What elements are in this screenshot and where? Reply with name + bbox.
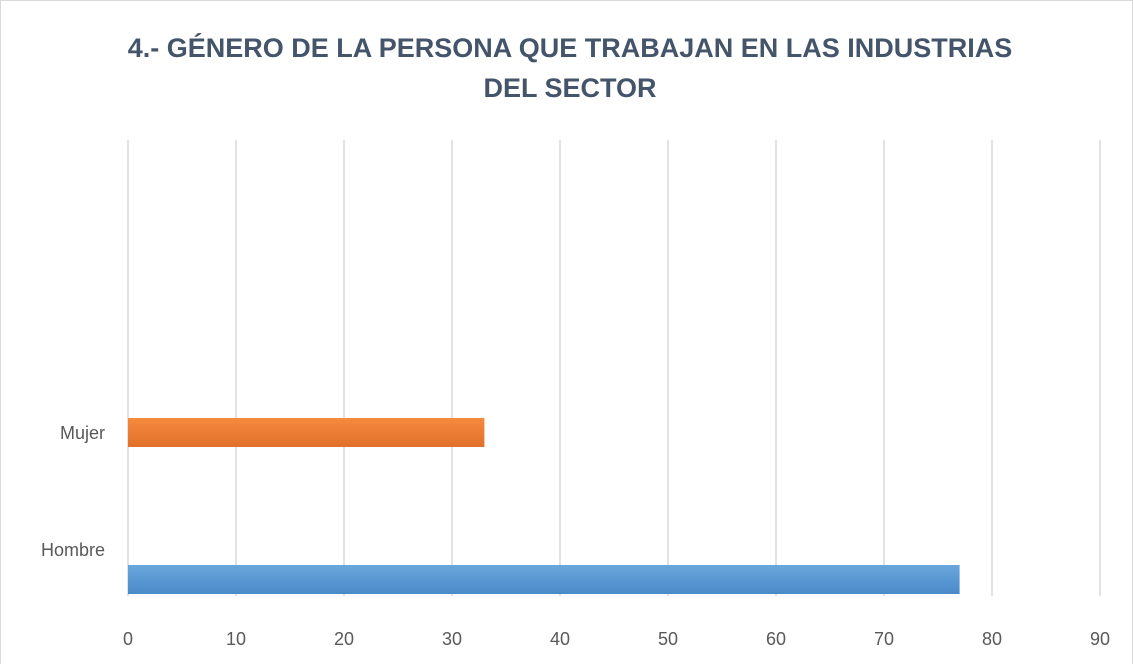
y-tick-label: Hombre: [41, 540, 105, 560]
x-tick-label: 90: [1090, 629, 1110, 649]
x-tick-label: 60: [766, 629, 786, 649]
x-tick-label: 30: [442, 629, 462, 649]
x-tick-label: 20: [334, 629, 354, 649]
x-tick-label: 50: [658, 629, 678, 649]
bar: [128, 418, 485, 447]
x-tick-label: 80: [982, 629, 1002, 649]
chart-title: DEL SECTOR: [483, 73, 656, 103]
x-tick-label: 70: [874, 629, 894, 649]
x-tick-label: 0: [123, 629, 133, 649]
y-tick-label: Mujer: [60, 423, 105, 443]
x-tick-label: 40: [550, 629, 570, 649]
chart-title: 4.- GÉNERO DE LA PERSONA QUE TRABAJAN EN…: [128, 32, 1013, 63]
x-tick-label: 10: [226, 629, 246, 649]
bar: [128, 565, 960, 594]
